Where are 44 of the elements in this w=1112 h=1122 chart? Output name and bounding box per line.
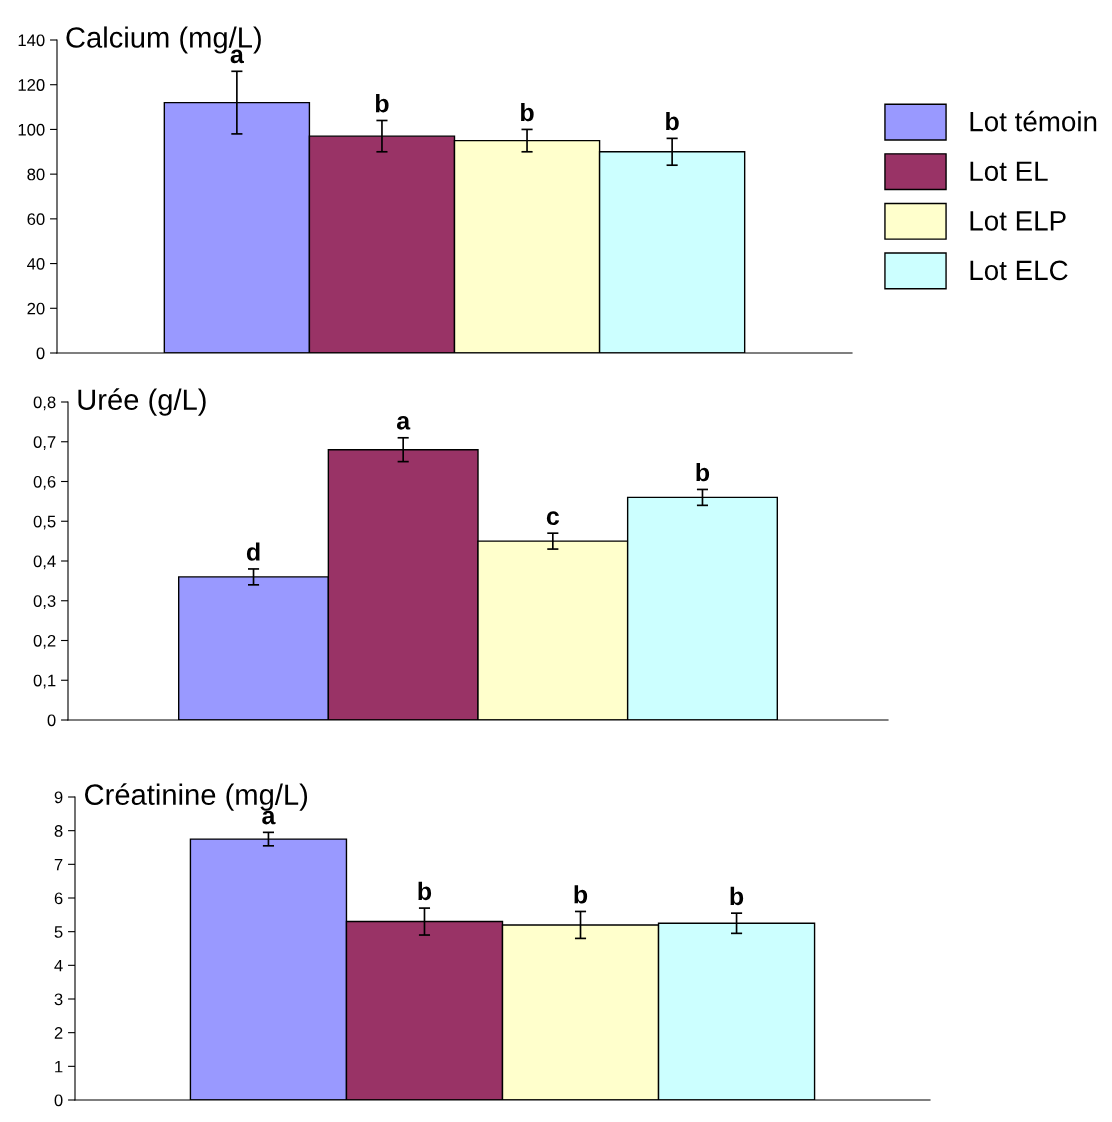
annotation: a	[396, 415, 411, 430]
y-tick-label: 0	[54, 1094, 63, 1107]
y-tick-label: 40	[27, 257, 45, 270]
annotation: b	[375, 94, 389, 113]
chart-title: Créatinine (mg/L)	[85, 783, 308, 811]
annotation: b	[730, 886, 744, 906]
y-tick-label: 0,2	[33, 634, 56, 649]
y-tick-label: 2	[54, 1027, 63, 1039]
annotation: b	[574, 885, 588, 904]
legend-label: Lot ELC	[970, 260, 1068, 281]
annotation: b	[666, 111, 679, 131]
legend-label: Lot EL	[970, 161, 1048, 182]
annotation: a	[262, 810, 276, 825]
y-tick-label: 6	[54, 892, 63, 905]
y-tick-label: 3	[54, 993, 63, 1006]
y-tick-label: 4	[54, 959, 63, 972]
y-tick-label: 80	[27, 168, 45, 181]
y-tick-label: 20	[27, 302, 45, 315]
y-tick-label: 140	[18, 34, 45, 47]
y-tick-label: 0,5	[33, 515, 56, 530]
y-tick-label: 0,6	[33, 475, 56, 490]
y-tick-label: 5	[54, 926, 63, 938]
y-tick-label: 60	[27, 213, 45, 226]
y-tick-label: 9	[54, 791, 63, 804]
legend-label: Lot ELP	[970, 211, 1066, 231]
y-tick-label: 0	[47, 714, 56, 727]
y-tick-label: 7	[54, 858, 63, 871]
y-tick-label: 0,7	[33, 436, 56, 450]
annotation: b	[696, 462, 710, 482]
annotation: b	[418, 881, 432, 901]
annotation: d	[246, 542, 260, 561]
y-tick-label: 120	[18, 79, 45, 91]
y-tick-label: 100	[18, 123, 45, 136]
y-tick-label: 1	[55, 1060, 63, 1073]
y-tick-label: 0	[36, 347, 45, 360]
y-tick-label: 8	[54, 825, 63, 837]
chart-title: Urée (g/L)	[78, 388, 206, 416]
y-tick-label: 0,4	[33, 555, 56, 570]
annotation: b	[521, 102, 534, 122]
y-tick-label: 0,8	[33, 396, 56, 411]
legend-label: Lot témoin	[970, 110, 1097, 132]
y-tick-label: 0,1	[33, 674, 56, 689]
y-tick-label: 0,3	[33, 595, 56, 609]
annotation: c	[546, 511, 560, 526]
